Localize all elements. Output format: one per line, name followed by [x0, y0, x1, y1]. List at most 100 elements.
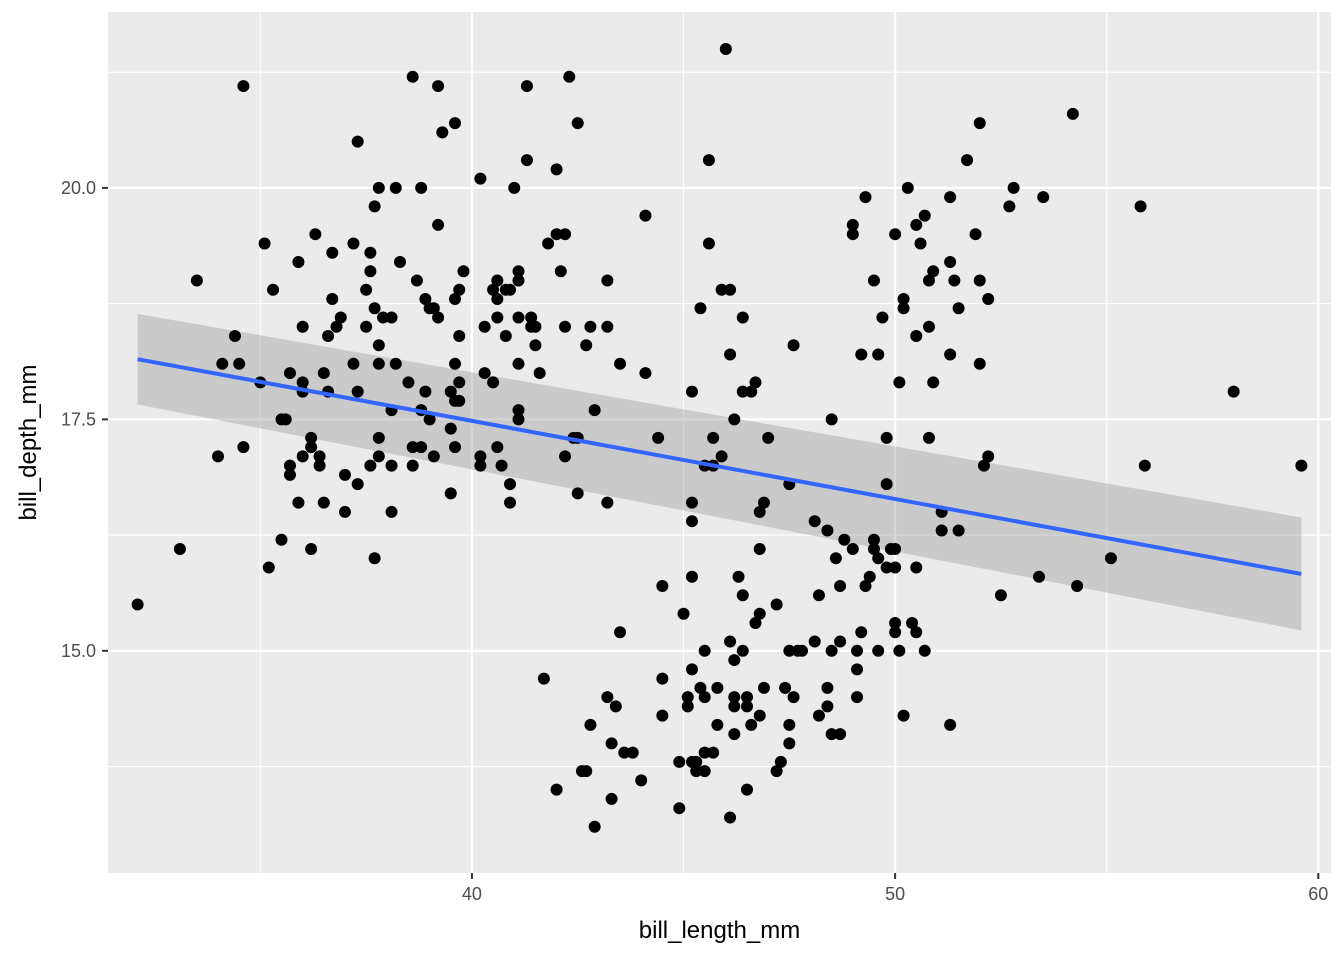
data-point	[326, 246, 339, 259]
data-point	[283, 468, 296, 481]
data-point	[745, 718, 758, 731]
data-point	[982, 293, 995, 305]
data-point	[834, 728, 847, 741]
data-point	[673, 802, 686, 815]
data-point	[702, 237, 715, 250]
data-point	[702, 154, 715, 167]
data-point	[736, 589, 749, 602]
data-point	[855, 626, 868, 639]
data-point	[728, 728, 741, 741]
data-point	[762, 431, 775, 444]
data-point	[296, 320, 309, 333]
data-point	[846, 542, 859, 555]
data-point	[851, 644, 864, 657]
data-point	[296, 450, 309, 463]
data-point	[326, 293, 339, 305]
data-point	[897, 709, 910, 722]
data-point	[694, 681, 707, 694]
data-point	[783, 718, 796, 731]
data-point	[1134, 200, 1147, 213]
data-point	[512, 265, 525, 278]
data-point	[449, 357, 462, 370]
data-point	[994, 589, 1007, 602]
data-point	[889, 617, 902, 630]
data-point	[559, 450, 572, 463]
data-point	[305, 441, 318, 454]
data-point	[1104, 552, 1117, 565]
data-point	[690, 765, 703, 778]
data-point	[283, 367, 296, 380]
data-point	[1003, 200, 1016, 213]
data-point	[876, 311, 889, 324]
data-point	[432, 80, 445, 93]
data-point	[1037, 191, 1050, 204]
data-point	[360, 320, 373, 333]
data-point	[419, 293, 432, 305]
data-point	[715, 450, 728, 463]
data-point	[808, 635, 821, 648]
data-point	[846, 228, 859, 241]
data-point	[918, 644, 931, 657]
data-point	[410, 274, 423, 287]
data-point	[825, 413, 838, 426]
data-point	[796, 644, 809, 657]
data-point	[685, 663, 698, 676]
data-point	[859, 580, 872, 592]
data-point	[550, 228, 563, 241]
data-point	[889, 626, 902, 639]
data-point	[605, 737, 618, 750]
data-point	[681, 700, 694, 713]
data-point	[351, 478, 364, 491]
data-point	[609, 700, 622, 713]
data-point	[1295, 459, 1308, 472]
x-axis-ticks: 40 50 60	[462, 873, 1328, 904]
data-point	[588, 404, 601, 417]
data-point	[173, 542, 186, 555]
x-tick-label: 60	[1308, 884, 1328, 904]
data-point	[944, 255, 957, 268]
data-point	[880, 431, 893, 444]
data-point	[707, 746, 720, 759]
data-point	[821, 700, 834, 713]
data-point	[749, 376, 762, 389]
data-point	[851, 663, 864, 676]
data-point	[872, 644, 885, 657]
data-point	[584, 320, 597, 333]
data-point	[948, 274, 961, 287]
data-point	[838, 533, 851, 546]
data-point	[520, 80, 533, 93]
data-point	[368, 302, 381, 315]
data-point	[753, 542, 766, 555]
data-point	[673, 755, 686, 768]
data-point	[690, 755, 703, 768]
data-point	[757, 681, 770, 694]
data-point	[1066, 107, 1079, 120]
data-point	[918, 209, 931, 222]
data-point	[444, 385, 457, 398]
data-point	[347, 357, 360, 370]
data-point	[783, 644, 796, 657]
data-point	[449, 117, 462, 130]
x-tick-label: 50	[885, 884, 905, 904]
data-point	[415, 441, 428, 454]
data-point	[322, 330, 335, 343]
data-point	[736, 385, 749, 398]
data-point	[982, 450, 995, 463]
data-point	[724, 283, 737, 296]
data-point	[977, 459, 990, 472]
data-point	[893, 376, 906, 389]
data-point	[851, 691, 864, 704]
data-point	[364, 246, 377, 259]
data-point	[283, 459, 296, 472]
data-point	[504, 496, 517, 509]
y-tick-label: 17.5	[61, 409, 96, 429]
data-point	[753, 709, 766, 722]
data-point	[677, 607, 690, 620]
data-point	[745, 385, 758, 398]
data-point	[559, 228, 572, 241]
data-point	[601, 320, 614, 333]
data-point	[364, 459, 377, 472]
data-point	[906, 617, 919, 630]
data-point	[338, 505, 351, 518]
data-point	[614, 357, 627, 370]
